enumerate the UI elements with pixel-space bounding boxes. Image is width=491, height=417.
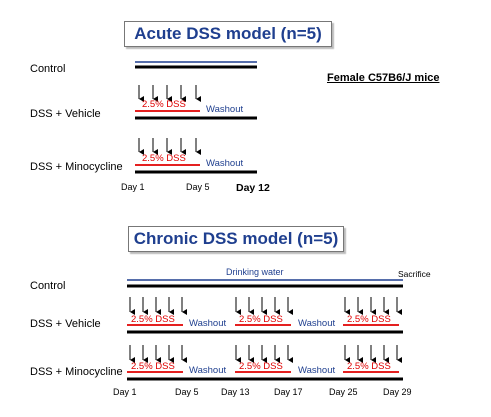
chronic-day-17: Day 17 [274, 387, 303, 397]
acute-vehicle-dose-arrows [138, 85, 201, 102]
acute-group-vehicle-label: DSS + Vehicle [30, 108, 101, 120]
chronic-vehicle-dose-arrows [129, 297, 402, 315]
acute-model-title: Acute DSS model (n=5) [124, 21, 332, 47]
chronic-group-minocycline-label: DSS + Minocycline [30, 366, 123, 378]
chronic-vehicle-dss-label-1: 2.5% DSS [131, 314, 175, 325]
chronic-vehicle-washout-label-2: Washout [298, 318, 336, 329]
chronic-group-vehicle-label: DSS + Vehicle [30, 318, 101, 330]
chronic-day-25: Day 25 [329, 387, 358, 397]
chronic-mino-dss-label-1: 2.5% DSS [131, 361, 175, 372]
acute-day-12: Day 12 [236, 182, 270, 194]
chronic-mino-washout-label-1: Washout [189, 365, 227, 376]
chronic-mino-dss-label-2: 2.5% DSS [239, 361, 283, 372]
drinking-water-label: Drinking water [226, 267, 284, 277]
chronic-day-13: Day 13 [221, 387, 250, 397]
sacrifice-label: Sacrifice [398, 269, 431, 279]
chronic-mino-dss-label-3: 2.5% DSS [347, 361, 391, 372]
mice-strain-label: Female C57B6/J mice [327, 72, 440, 84]
chronic-day-29: Day 29 [383, 387, 412, 397]
chronic-vehicle-washout-label-1: Washout [189, 318, 227, 329]
chronic-group-control-label: Control [30, 280, 66, 292]
acute-day-1: Day 1 [121, 182, 145, 192]
acute-mino-dss-label: 2.5% DSS [142, 153, 186, 164]
chronic-mino-washout-label-2: Washout [298, 365, 336, 376]
chronic-mino-dose-arrows [129, 345, 402, 363]
acute-vehicle-dss-label: 2.5% DSS [142, 99, 186, 110]
acute-vehicle-washout-label: Washout [206, 104, 244, 115]
acute-mino-washout-label: Washout [206, 158, 244, 169]
acute-group-minocycline-label: DSS + Minocycline [30, 161, 123, 173]
acute-mino-dose-arrows [138, 138, 201, 155]
chronic-vehicle-dss-label-2: 2.5% DSS [239, 314, 283, 325]
acute-group-control-label: Control [30, 63, 66, 75]
chronic-vehicle-dss-label-3: 2.5% DSS [347, 314, 391, 325]
chronic-day-1: Day 1 [113, 387, 137, 397]
chronic-model-title: Chronic DSS model (n=5) [128, 226, 344, 252]
acute-day-5: Day 5 [186, 182, 210, 192]
chronic-day-5: Day 5 [175, 387, 199, 397]
